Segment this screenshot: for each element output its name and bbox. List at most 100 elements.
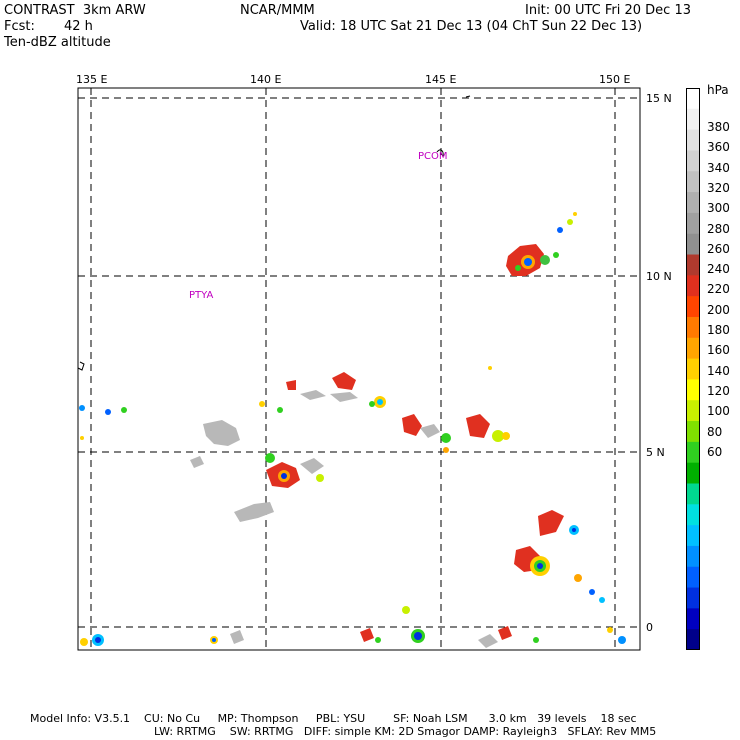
valid-time: Valid: 18 UTC Sat 21 Dec 13 (04 ChT Sun … [300,19,643,34]
cell-ring-2 [540,255,550,265]
cell-ring-38 [488,366,492,370]
cell-ring-17 [277,407,283,413]
colorbar-label: 320 [707,180,730,195]
colorbar-swatch [686,88,700,110]
colorbar-swatch [686,400,700,422]
cell-3n-east [538,510,564,536]
cell-ring-10 [441,433,451,443]
colorbar-label: 260 [707,241,730,256]
colorbar-swatch [686,504,700,526]
graticule [78,88,640,650]
colorbar-swatch [686,316,700,339]
cell-ring-14 [265,453,275,463]
forecast-hour: 42 h [64,19,93,34]
lat-label-0: 0 [646,621,653,634]
colorbar-label: 360 [707,140,730,155]
colorbar-label: 120 [707,383,730,398]
colorbar-swatch [686,441,700,464]
colorbar-swatch [686,525,700,547]
colorbar-label: 100 [707,404,730,419]
lat-label-15n: 15 N [646,92,672,105]
lon-label-135: 135 E [76,73,108,86]
cell-ring-37 [443,447,449,453]
cell-core-24 [572,528,576,532]
cell-ring-4 [515,265,521,271]
model-info-line1: Model Info: V3.5.1 CU: No Cu MP: Thompso… [30,712,637,725]
colorbar-swatch [686,233,700,256]
echo-grey-5 [300,390,326,400]
colorbar-label: 180 [707,323,730,337]
station-label-ptya: PTYA [189,290,214,301]
colorbar-swatch [686,129,700,151]
cell-ring-18 [121,407,127,413]
cell-ring-12 [502,432,510,440]
cell-core-19 [105,409,111,415]
colorbar-swatch [686,358,700,380]
cell-ring-34 [533,637,539,643]
guam-coast [436,149,444,157]
multi-colour-cells [79,212,626,646]
red-echoes [266,244,564,642]
colorbar-swatch [686,629,700,650]
colorbar-swatch [686,483,700,505]
colorbar-label: 280 [707,221,730,236]
cell-6n-east [466,414,490,438]
cell-core-28 [414,632,422,640]
map-frame [77,87,641,651]
colorbar-swatch [686,566,700,589]
cell-core-5 [557,227,563,233]
colorbar [686,88,700,650]
colorbar-label: 340 [707,160,730,175]
colorbar-swatch [686,587,700,609]
cell-ring-3 [553,252,559,258]
colorbar-swatch [686,275,700,297]
cell-ring-6 [567,219,573,225]
cell-core-32 [212,638,216,642]
colorbar-label: 60 [707,444,723,459]
lat-label-10n: 10 N [646,270,672,283]
colorbar-swatch [686,171,700,193]
station-label-pcom: PCOM [418,151,448,162]
island-north [465,95,471,98]
colorbar-swatch [686,150,700,172]
field-name: Ten-dBZ altitude [4,35,111,50]
colorbar-label: 140 [707,363,730,378]
colorbar-label: 160 [707,343,730,358]
echo-grey-6 [330,392,358,402]
cell-7n-a [332,372,356,390]
coastlines [77,95,471,371]
colorbar-label: 220 [707,282,730,297]
echo-grey-9 [230,630,244,644]
cell-ring-11 [492,430,504,442]
colorbar-label: 200 [707,302,730,317]
cell-ring-31 [80,638,88,646]
lon-label-145: 145 E [425,73,457,86]
cell-6n-mid [402,414,422,436]
colorbar-label: 80 [707,424,723,439]
init-time: Init: 00 UTC Fri 20 Dec 13 [525,3,691,18]
colorbar-swatch [686,192,700,214]
cell-eq-b [360,628,374,642]
echo-grey-3 [234,502,274,522]
echo-grey-8 [478,634,498,648]
colorbar-swatch [686,296,700,318]
forecast-label: Fcst: [4,19,35,34]
cell-core-13 [281,473,287,479]
cell-core-30 [95,637,101,643]
org-label: NCAR/MMM [240,3,315,18]
colorbar-swatch [686,108,700,131]
colorbar-swatch [686,608,700,630]
colorbar-swatch [686,212,700,235]
cell-ring-7 [573,212,577,216]
colorbar-label: 300 [707,201,730,216]
cell-ring-16 [259,401,265,407]
cell-ring-21 [80,436,84,440]
grey-echoes [190,390,498,648]
colorbar-border [686,88,700,650]
cell-core-23 [537,563,543,569]
echo-grey-7 [420,424,440,438]
colorbar-label: 380 [707,120,730,134]
cell-core-26 [589,589,595,595]
cell-eq-a [498,626,512,640]
